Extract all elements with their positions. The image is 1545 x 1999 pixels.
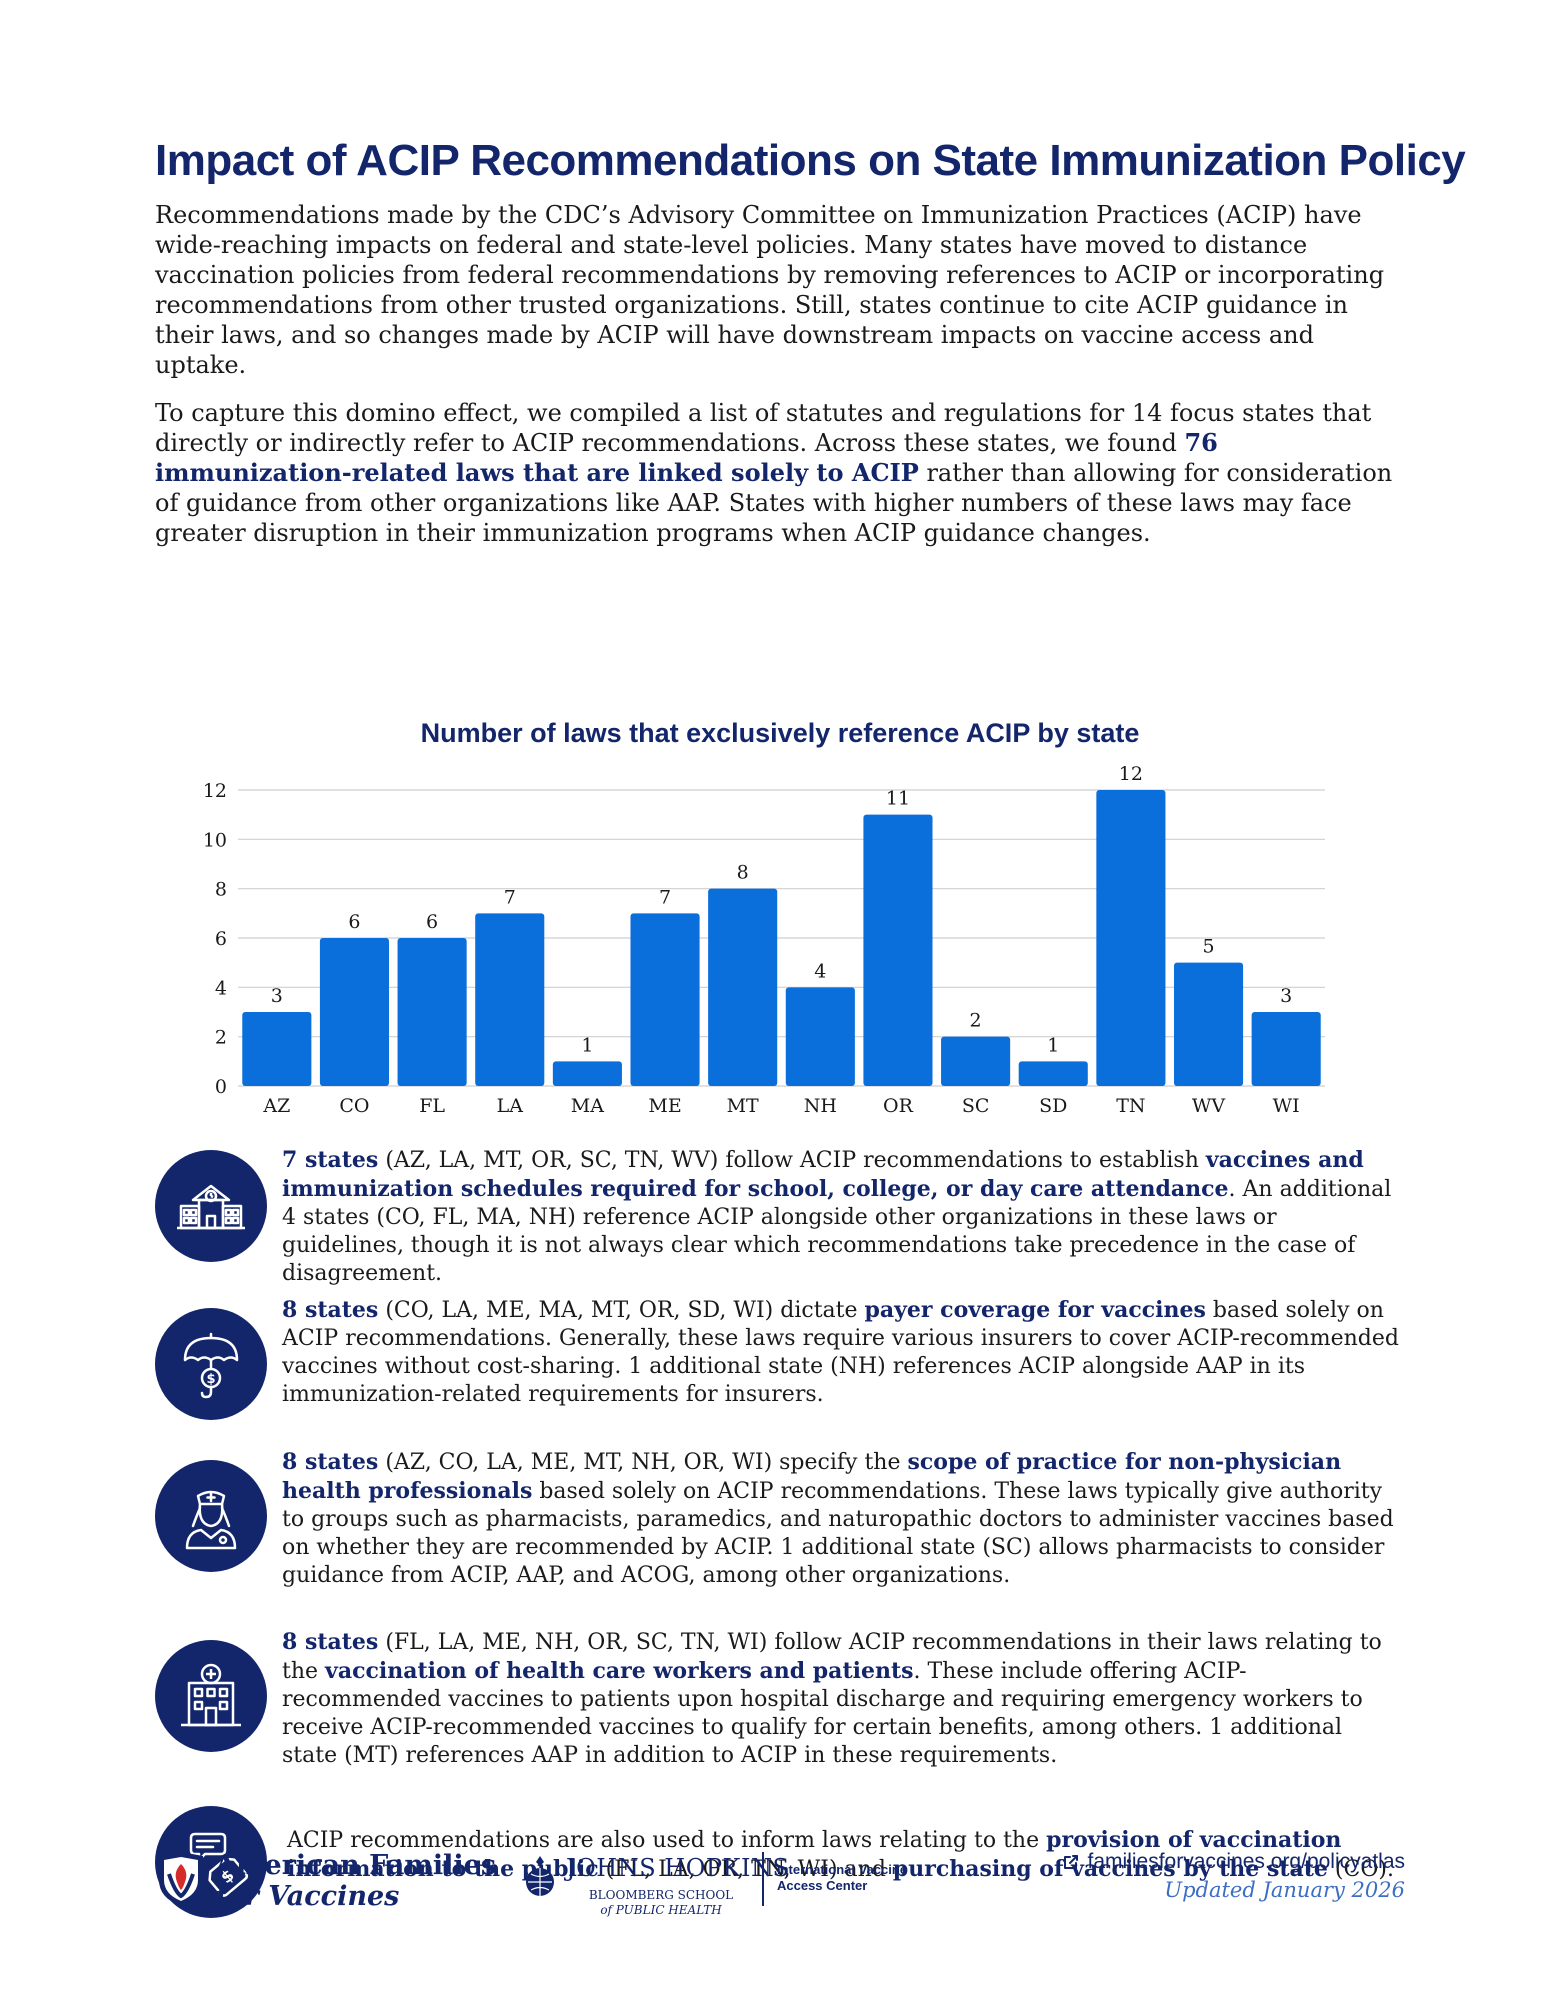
section-text: 7 states (AZ, LA, MT, OR, SC, TN, WV) fo… (282, 1147, 1392, 1286)
data-label: 1 (581, 1034, 593, 1056)
bar-la (475, 913, 545, 1086)
footer-right: familiesforvaccines.org/policyatlas Upda… (1062, 1850, 1405, 1902)
data-label: 4 (814, 960, 826, 982)
y-tick-label: 10 (203, 829, 227, 851)
page-title: Impact of ACIP Recommendations on State … (155, 136, 1466, 185)
x-tick-label: MA (571, 1095, 604, 1117)
y-tick-label: 0 (215, 1076, 227, 1098)
school-building-icon (155, 1150, 267, 1262)
y-tick-label: 6 (215, 928, 227, 950)
intro-highlight: 76 immunization-related laws that are li… (155, 428, 1218, 487)
x-tick-label: ME (648, 1095, 681, 1117)
x-tick-label: WV (1192, 1095, 1226, 1117)
data-label: 12 (1119, 763, 1143, 785)
data-label: 5 (1202, 936, 1214, 958)
bar-tn (1096, 790, 1166, 1086)
intro-paragraph-1: Recommendations made by the CDC’s Adviso… (155, 201, 1385, 379)
svg-text:$: $ (206, 1372, 215, 1387)
bar-me (630, 913, 700, 1086)
data-label: 3 (1280, 985, 1292, 1007)
external-link-icon (1063, 1855, 1078, 1869)
bar-ma (552, 1061, 622, 1086)
bar-or (863, 814, 933, 1086)
x-tick-label: TN (1116, 1095, 1145, 1117)
bar-co (319, 938, 390, 1086)
nurse-icon (155, 1460, 267, 1572)
data-label: 7 (504, 886, 516, 908)
bar-wv (1173, 962, 1244, 1086)
bar-fl (397, 938, 467, 1086)
bar-nh (785, 987, 855, 1086)
footer: American Families for Vaccines JOHNS HOP… (155, 1850, 1405, 1940)
section-text: 8 states (CO, LA, ME, MA, MT, OR, SD, WI… (282, 1297, 1399, 1407)
section-text: 8 states (AZ, CO, LA, ME, MT, NH, OR, WI… (282, 1449, 1394, 1588)
y-tick-label: 8 (215, 879, 227, 901)
bar-chart: 0 2 4 6 8 10 12 3 AZ 6 CO 6 FL 7 LA 1 MA 7 ME 8 MT 4 NH 11 OR 2 SC… (203, 763, 1325, 1117)
american-families-logo-text: American Families for Vaccines (215, 1850, 497, 1912)
y-tick-label: 2 (215, 1027, 227, 1049)
x-tick-label: SC (962, 1095, 990, 1117)
data-label: 7 (659, 886, 671, 908)
intro-paragraph-2: To capture this domino effect, we compil… (155, 398, 1405, 548)
data-label: 8 (737, 862, 749, 884)
x-tick-label: SD (1039, 1095, 1067, 1117)
x-tick-label: AZ (262, 1095, 290, 1117)
bar-az (242, 1012, 312, 1086)
x-tick-label: FL (419, 1095, 445, 1117)
footer-divider (762, 1852, 764, 1906)
y-tick-label: 12 (203, 780, 227, 802)
umbrella-dollar-icon: $ (155, 1308, 267, 1420)
bar-sd (1018, 1061, 1088, 1086)
x-tick-label: CO (339, 1095, 369, 1117)
x-tick-label: MT (727, 1095, 759, 1117)
bar-sc (941, 1036, 1011, 1086)
chart-title: Number of laws that exclusively referenc… (420, 718, 1140, 748)
data-label: 11 (886, 788, 910, 810)
x-tick-label: WI (1273, 1095, 1300, 1117)
x-tick-label: OR (883, 1095, 914, 1117)
x-tick-label: LA (497, 1095, 524, 1117)
url-text[interactable]: familiesforvaccines.org/policyatlas (1087, 1850, 1405, 1873)
bar-mt (708, 888, 778, 1086)
johns-hopkins-seal-icon (526, 1856, 554, 1896)
section-text: 8 states (FL, LA, ME, NH, OR, SC, TN, WI… (282, 1629, 1382, 1768)
data-label: 1 (1047, 1034, 1059, 1056)
ivac-logo-text: International Vaccine Access Center (777, 1862, 908, 1893)
policy-atlas-link[interactable]: familiesforvaccines.org/policyatlas (1062, 1850, 1405, 1874)
updated-date: Updated January 2026 (1164, 1878, 1405, 1902)
x-tick-label: NH (804, 1095, 837, 1117)
american-families-shield-logo-icon (159, 1852, 203, 1906)
intro-text-a: To capture this domino effect, we compil… (155, 399, 1372, 457)
intro-text-b: rather than allowing for consideration o… (155, 459, 1393, 547)
y-tick-label: 4 (215, 977, 227, 999)
bar-wi (1251, 1012, 1321, 1086)
data-label: 2 (970, 1010, 982, 1032)
data-label: 6 (348, 911, 360, 933)
data-label: 3 (271, 985, 283, 1007)
hospital-icon (155, 1640, 267, 1752)
document-page: Impact of ACIP Recommendations on State … (155, 136, 1466, 1918)
data-label: 6 (426, 911, 438, 933)
